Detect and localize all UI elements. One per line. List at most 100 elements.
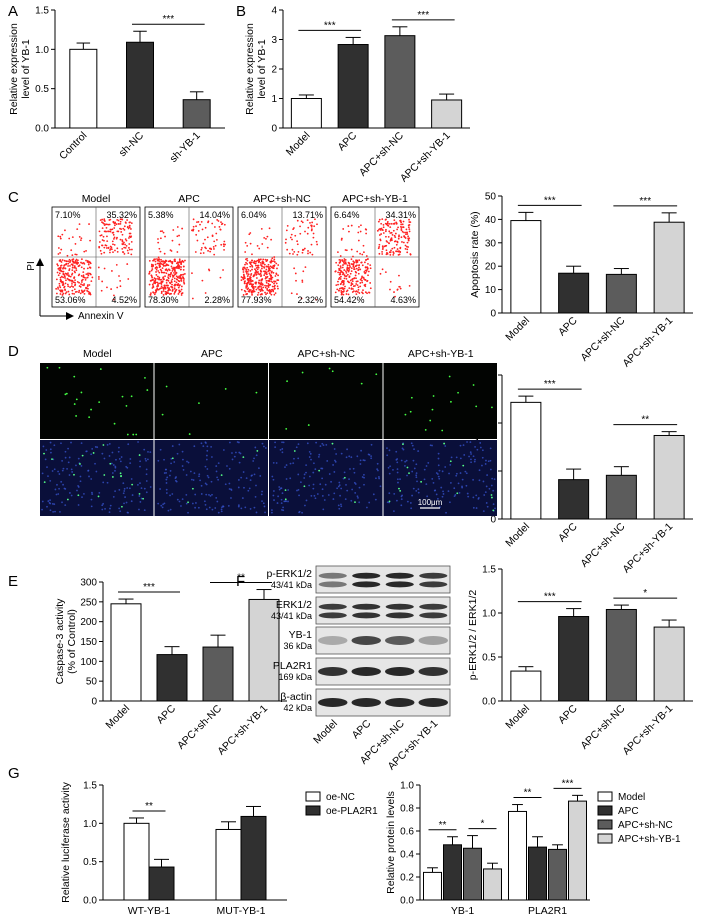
dapi-nucleus: [312, 487, 315, 490]
flow-event-dot: [354, 270, 357, 273]
flow-event-dot: [302, 248, 305, 251]
flow-event-dot: [191, 229, 193, 232]
flow-event-dot: [101, 280, 104, 283]
dapi-nucleus: [258, 467, 260, 470]
merge-positive-cell: [191, 487, 194, 490]
dapi-nucleus: [397, 481, 399, 484]
flow-event-dot: [100, 234, 103, 237]
flow-event-dot: [259, 261, 262, 264]
flow-event-dot: [119, 280, 122, 282]
flow-event-dot: [67, 278, 70, 281]
dapi-nucleus: [263, 505, 266, 508]
dapi-nucleus: [334, 460, 337, 463]
flow-event-dot: [70, 249, 73, 252]
flow-event-dot: [183, 272, 186, 275]
flow-event-dot: [355, 283, 358, 285]
dapi-nucleus: [386, 454, 389, 457]
bar: [123, 822, 150, 901]
flow-event-dot: [350, 258, 353, 261]
tunel-title: APC+sh-YB-1: [408, 348, 474, 360]
flow-event-dot: [109, 245, 112, 248]
flow-event-dot: [65, 279, 67, 282]
bar: [558, 479, 590, 520]
dapi-nucleus: [255, 454, 258, 457]
dapi-nucleus: [190, 478, 193, 481]
dapi-nucleus: [437, 464, 440, 467]
flow-event-dot: [273, 256, 276, 258]
dapi-nucleus: [486, 474, 489, 476]
flow-event-dot: [369, 267, 372, 270]
flow-event-dot: [167, 260, 170, 263]
flow-event-dot: [175, 288, 178, 291]
dapi-nucleus: [261, 490, 263, 493]
merge-positive-cell: [43, 452, 45, 455]
dapi-nucleus: [399, 478, 401, 481]
bar: [510, 401, 542, 520]
flow-event-dot: [286, 248, 289, 251]
flow-event-dot: [171, 283, 173, 286]
flow-event-dot: [217, 220, 220, 222]
flow-event-dot: [390, 222, 393, 225]
flow-event-dot: [202, 242, 205, 245]
dapi-nucleus: [293, 457, 295, 460]
bar: [384, 35, 416, 129]
flow-event-dot: [69, 286, 71, 288]
dapi-nucleus: [114, 490, 116, 493]
flow-event-dot: [265, 281, 268, 284]
flow-event-dot: [173, 259, 176, 261]
dapi-nucleus: [395, 450, 398, 453]
flow-event-dot: [121, 247, 124, 250]
flow-event-dot: [204, 238, 206, 241]
dapi-nucleus: [435, 472, 438, 474]
flow-event-dot: [352, 255, 354, 258]
flow-event-dot: [162, 231, 165, 234]
flow-event-dot: [80, 258, 83, 261]
dapi-nucleus: [140, 497, 143, 500]
flow-event-dot: [271, 281, 274, 284]
dapi-nucleus: [274, 446, 277, 449]
flow-event-dot: [387, 235, 390, 238]
merge-positive-cell: [443, 442, 446, 445]
dapi-nucleus: [350, 499, 353, 502]
tunel-positive-cell: [285, 428, 288, 430]
flow-event-dot: [167, 277, 170, 280]
dapi-nucleus: [228, 488, 231, 490]
dapi-nucleus: [101, 504, 104, 507]
flow-event-dot: [271, 266, 274, 269]
flow-event-dot: [71, 292, 74, 295]
dapi-nucleus: [49, 509, 52, 512]
dapi-nucleus: [297, 489, 300, 491]
flow-event-dot: [157, 285, 160, 287]
flow-event-dot: [59, 266, 62, 269]
flow-event-dot: [402, 220, 405, 223]
flow-event-dot: [200, 246, 203, 249]
flow-event-dot: [73, 277, 76, 279]
flow-event-dot: [391, 247, 394, 250]
flow-event-dot: [209, 247, 212, 250]
flow-event-dot: [111, 231, 114, 234]
merge-positive-cell: [103, 474, 106, 476]
panel-letter-e: E: [8, 573, 18, 590]
flow-event-dot: [356, 250, 359, 253]
flow-event-dot: [120, 231, 123, 233]
dapi-nucleus: [312, 471, 315, 474]
flow-event-dot: [106, 286, 108, 289]
dapi-nucleus: [281, 492, 284, 495]
flow-event-dot: [248, 290, 251, 293]
dapi-nucleus: [317, 455, 320, 458]
significance-label: ***: [324, 20, 336, 31]
dapi-nucleus: [478, 479, 481, 482]
legend-swatch: [597, 805, 613, 816]
flow-event-dot: [167, 289, 170, 292]
flow-event-dot: [218, 225, 221, 228]
dapi-nucleus: [145, 468, 148, 471]
flow-event-dot: [148, 272, 151, 275]
flow-event-dot: [258, 273, 261, 276]
dapi-nucleus: [244, 506, 247, 509]
flow-event-dot: [182, 265, 185, 268]
flow-event-dot: [276, 279, 279, 281]
flow-event-dot: [366, 268, 369, 270]
tunel-positive-cell: [424, 428, 427, 431]
